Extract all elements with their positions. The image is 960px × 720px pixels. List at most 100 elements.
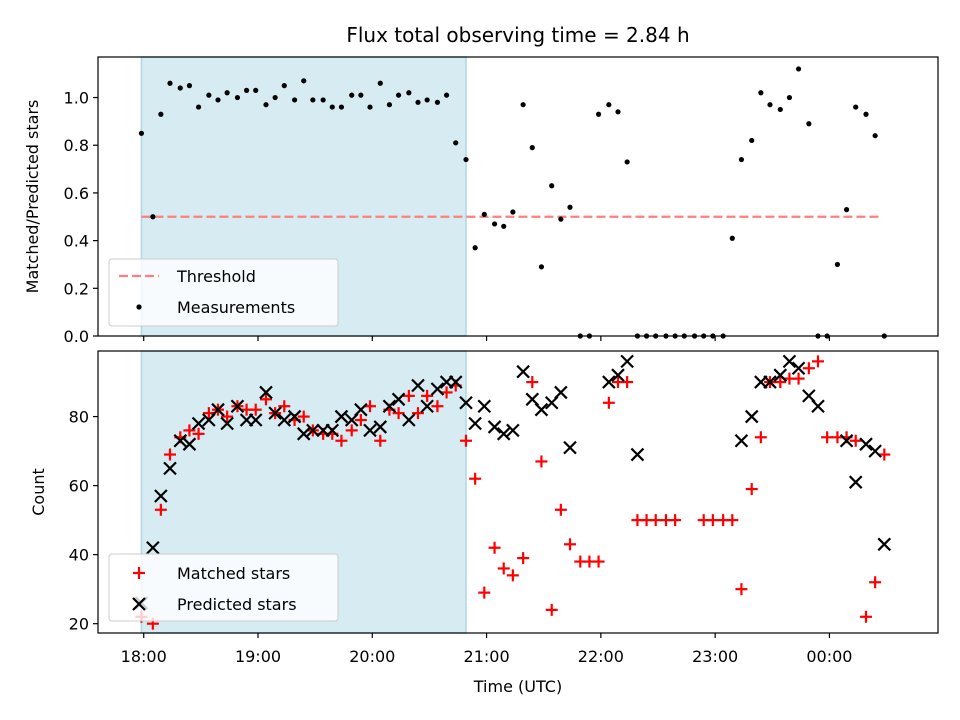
bottom-y-ticks: 20 40 60 80 (69, 408, 98, 634)
matched-star-point (517, 552, 530, 565)
measurement-point (758, 90, 764, 96)
measurement-point (349, 92, 355, 98)
measurement-point (158, 111, 164, 117)
x-tick-label: 18:00 (121, 647, 167, 666)
measurement-point (320, 97, 326, 103)
measurement-point (167, 80, 173, 86)
bottom-y-tick-label: 60 (69, 477, 89, 496)
measurement-point (749, 137, 755, 144)
predicted-star-point (602, 375, 616, 389)
matched-star-point (602, 396, 615, 409)
top-panel: 0.0 0.2 0.4 0.6 0.8 1.0 Flux total observing … (23, 23, 939, 346)
x-tick-label: 19:00 (235, 647, 281, 666)
top-y-tick-label: 0.4 (64, 232, 89, 251)
matched-star-point (345, 424, 358, 437)
matched-star-point (802, 362, 815, 375)
predicted-star-point (496, 427, 511, 441)
measurement-point (834, 261, 841, 268)
predicted-star-point (563, 440, 577, 455)
top-axes-frame (97, 56, 939, 337)
bottom-panel: 20 40 60 80 18:00 19:00 20:00 21:00 22:00 23:00 0… (29, 350, 939, 696)
measurement-point (415, 99, 421, 105)
predicted-star-point (459, 395, 473, 410)
predicted-star-point (211, 402, 225, 417)
measurement-point (434, 99, 441, 105)
matched-star-point (878, 448, 891, 461)
matched-star-point (164, 448, 176, 461)
measurement-point (291, 97, 298, 103)
top-y-tick-label: 0.6 (64, 184, 89, 203)
measurement-point (558, 216, 564, 222)
predicted-star-point (506, 423, 520, 438)
predicted-star-point (363, 423, 377, 438)
matched-star-point (706, 514, 719, 527)
matched-star-point (526, 376, 539, 389)
measurement-point (606, 102, 612, 108)
matched-star-point (392, 407, 405, 420)
measurement-point (843, 207, 850, 213)
legend-predicted-label: Predicted stars (177, 595, 297, 614)
matched-star-point (478, 586, 491, 599)
legend-matched-swatch (133, 567, 145, 579)
matched-star-point (460, 434, 472, 447)
matched-star-point (183, 424, 196, 437)
matched-star-point (431, 400, 444, 413)
measurement-point (624, 159, 630, 165)
bottom-legend: Matched stars Predicted stars (108, 553, 339, 622)
measurement-point (795, 66, 802, 72)
matched-star-point (440, 386, 453, 399)
matched-star-point (860, 610, 872, 623)
predicted-star-point (487, 420, 502, 434)
measurement-point (472, 245, 478, 251)
measurement-point (367, 104, 373, 110)
measurement-point (395, 92, 402, 98)
measurement-point (777, 106, 783, 113)
top-y-tick-label: 0.8 (64, 136, 89, 155)
measurement-point (215, 97, 221, 103)
top-x-ticks (143, 336, 831, 341)
matched-star-point (421, 389, 434, 402)
measurement-point (177, 85, 183, 91)
matched-star-point (412, 407, 424, 420)
top-legend: Threshold Measurements (108, 258, 339, 327)
measurement-point (263, 102, 269, 108)
measurement-point (549, 183, 555, 189)
predicted-star-point (259, 385, 273, 400)
measurement-point (806, 121, 812, 127)
predicted-star-point (811, 399, 825, 414)
predicted-star-point (877, 537, 892, 552)
x-tick-label: 00:00 (806, 647, 852, 666)
legend-measurement-swatch (136, 304, 142, 310)
predicted-star-point (534, 402, 549, 417)
x-axis-label: Time (UTC) (473, 677, 562, 696)
matched-star-point (592, 555, 605, 568)
predicted-star-point (191, 416, 206, 431)
matched-star-point (554, 503, 567, 516)
top-y-tick-label: 0.2 (64, 279, 89, 298)
predicted-star-point (306, 423, 320, 438)
matched-star-point (488, 541, 501, 554)
measurement-point (424, 97, 430, 103)
predicted-star-point (287, 409, 302, 424)
measurement-point (538, 264, 545, 270)
matched-star-point (649, 514, 662, 527)
measurement-point (377, 80, 383, 86)
measurement-point (463, 156, 469, 163)
bottom-legend-box (108, 553, 339, 622)
measurement-point (386, 102, 393, 108)
matched-star-point (506, 569, 519, 582)
predicted-star-point (382, 399, 397, 414)
predicted-star-point (334, 409, 349, 424)
x-tick-label: 23:00 (692, 647, 738, 666)
predicted-star-point (420, 399, 434, 414)
measurement-point (529, 145, 535, 151)
predicted-star-point (839, 433, 854, 448)
matched-star-point (792, 372, 805, 385)
measurement-point (481, 211, 487, 217)
measurement-point (338, 104, 345, 110)
measurement-point (767, 102, 773, 108)
predicted-star-point (791, 361, 806, 376)
legend-measurement-label: Measurements (177, 298, 295, 317)
measurement-point (491, 221, 498, 227)
